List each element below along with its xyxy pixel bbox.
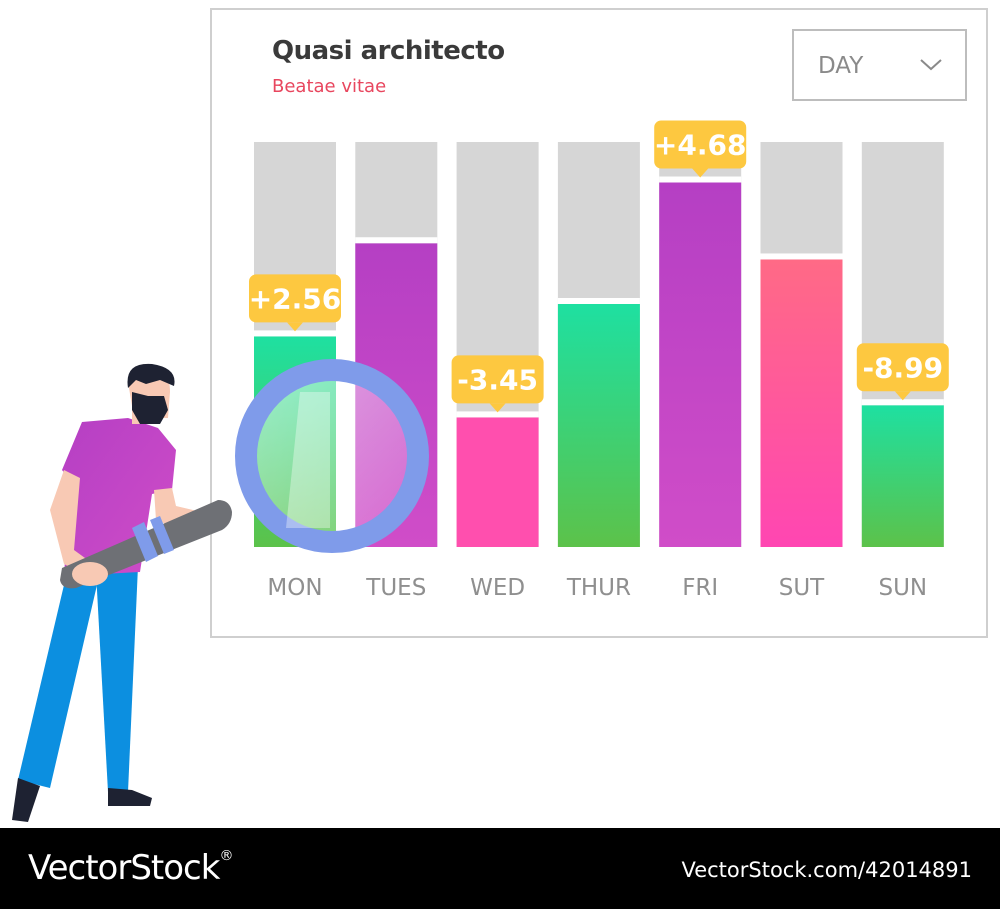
period-dropdown[interactable] xyxy=(792,29,967,101)
callout-box xyxy=(654,120,747,169)
magnifier-glare xyxy=(286,392,330,528)
person-left-arm xyxy=(50,470,96,578)
callout-text: +4.68 xyxy=(654,129,747,162)
bar-gap-fri xyxy=(659,176,742,183)
bar-gap-thur xyxy=(557,298,640,304)
bar-fri[interactable] xyxy=(659,182,742,548)
callout-pointer xyxy=(894,391,911,401)
callout-pointer xyxy=(287,322,303,332)
callout-box xyxy=(856,343,949,392)
x-tick-label-sun: SUN xyxy=(878,575,927,601)
footer-brand-text: VectorStock xyxy=(28,848,220,888)
x-tick-label-thur: THUR xyxy=(566,575,631,601)
magnifier-lens xyxy=(235,359,429,553)
x-tick-label-fri: FRI xyxy=(682,575,718,601)
callout-text: -8.99 xyxy=(862,351,943,384)
chart-subtitle: Beatae vitae xyxy=(272,76,387,97)
bar-gap-sut xyxy=(760,253,843,260)
bar-gap-mon xyxy=(254,330,336,337)
chart-title: Quasi architecto xyxy=(272,36,505,66)
footer-bar xyxy=(0,828,1000,909)
x-tick-label-wed: WED xyxy=(470,575,525,601)
footer-image-id: VectorStock.com/42014891 xyxy=(681,858,972,882)
value-callout-wed: -3.45 xyxy=(451,355,544,413)
x-tick-label-sut: SUT xyxy=(779,575,825,601)
callout-box xyxy=(249,274,341,323)
x-tick-label-mon: MON xyxy=(267,575,322,601)
chevron-down-icon[interactable] xyxy=(918,54,944,74)
value-callout-mon: +2.56 xyxy=(249,274,342,332)
person-right-leg xyxy=(96,566,138,792)
person-shirt xyxy=(62,418,176,576)
callout-pointer xyxy=(692,168,709,178)
person-left-leg xyxy=(18,568,100,788)
magnifier-handle-stripe xyxy=(132,522,158,562)
x-tick-label-tues: TUES xyxy=(365,575,426,601)
bar-gap-tues xyxy=(355,237,438,244)
value-callout-fri: +4.68 xyxy=(654,120,747,178)
bar-sut[interactable] xyxy=(760,259,843,547)
person-beard xyxy=(132,392,168,424)
bar-thur[interactable] xyxy=(557,304,640,547)
bar-gap-sun xyxy=(861,399,944,406)
person-hand xyxy=(72,562,108,586)
bar-wed[interactable] xyxy=(456,417,539,547)
period-dropdown-value: DAY xyxy=(818,53,864,79)
footer-brand: VectorStock® xyxy=(28,848,233,888)
value-callout-sun: -8.99 xyxy=(856,343,949,401)
footer-brand-mark: ® xyxy=(219,848,233,864)
magnifier-handle-stripe-2 xyxy=(150,516,174,554)
person-right-shoe xyxy=(108,788,152,806)
bar-gap-wed xyxy=(456,411,539,418)
callout-box xyxy=(451,355,544,404)
person-hair xyxy=(127,363,175,388)
callout-pointer xyxy=(489,403,506,413)
bar-sun[interactable] xyxy=(861,405,944,547)
callout-text: -3.45 xyxy=(457,363,538,396)
callout-text: +2.56 xyxy=(249,282,342,315)
person-left-shoe xyxy=(12,778,40,822)
